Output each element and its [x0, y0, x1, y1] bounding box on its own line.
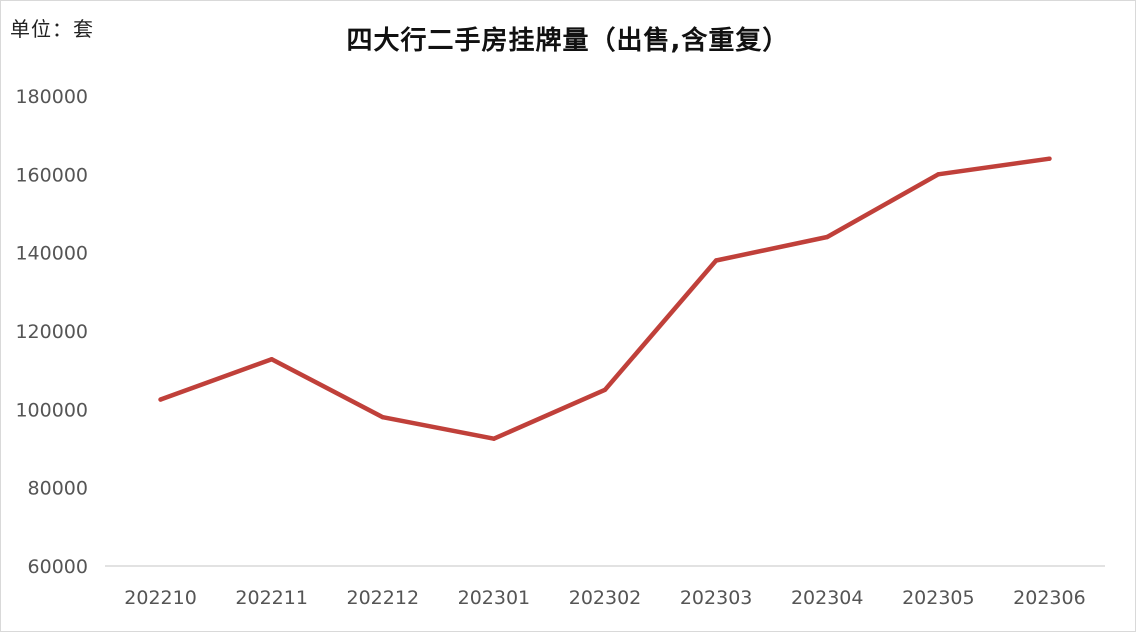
y-axis-ticks: 60000 80000 100000 120000 140000 160000 180000 [15, 86, 88, 578]
y-tick-label: 80000 [28, 478, 88, 500]
data-point [713, 258, 719, 263]
y-tick-label: 180000 [15, 86, 88, 108]
data-point [936, 172, 941, 177]
data-point [602, 387, 608, 392]
x-tick-label: 202302 [569, 587, 642, 609]
y-tick-label: 140000 [15, 243, 88, 265]
x-tick-label: 202303 [680, 587, 753, 609]
data-point [158, 397, 163, 402]
series-layer [158, 156, 1052, 441]
x-tick-label: 202301 [458, 587, 531, 609]
y-tick-label: 100000 [15, 399, 88, 421]
x-tick-label: 202305 [902, 587, 975, 609]
x-axis-ticks: 202210 202211 202212 202301 202302 202303 2023… [124, 587, 1085, 609]
data-point [825, 234, 830, 240]
y-tick-label: 160000 [15, 164, 88, 186]
series-line [158, 156, 1052, 441]
data-point [1047, 156, 1052, 161]
unit-label: 单位：套 [10, 17, 94, 41]
x-tick-label: 202306 [1013, 587, 1086, 609]
y-tick-label: 120000 [15, 321, 88, 343]
x-tick-label: 202212 [347, 587, 420, 609]
data-point [380, 414, 385, 420]
data-point [269, 357, 274, 362]
chart-title: 四大行二手房挂牌量（出售,含重复） [346, 26, 790, 56]
y-tick-label: 60000 [28, 556, 88, 578]
data-point [491, 436, 497, 441]
x-tick-label: 202304 [791, 587, 864, 609]
x-tick-label: 202211 [235, 587, 308, 609]
x-tick-label: 202210 [124, 587, 197, 609]
